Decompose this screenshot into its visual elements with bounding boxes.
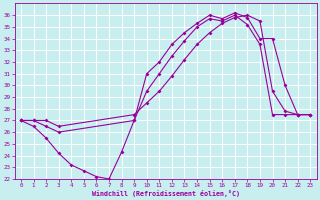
X-axis label: Windchill (Refroidissement éolien,°C): Windchill (Refroidissement éolien,°C) [92,190,240,197]
